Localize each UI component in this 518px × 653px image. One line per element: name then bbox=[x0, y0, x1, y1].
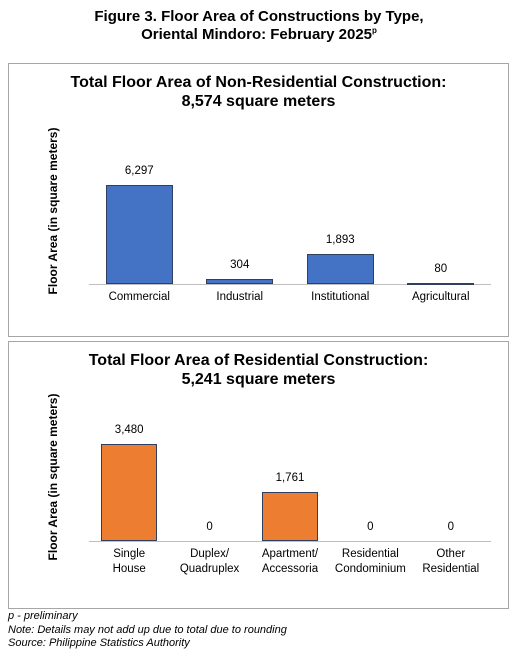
note: Source: Philippine Statistics Authority bbox=[8, 637, 190, 649]
bar bbox=[105, 185, 173, 284]
x-tick-label: Residential Condominium bbox=[334, 548, 406, 575]
bar bbox=[101, 444, 157, 541]
value-label: 0 bbox=[447, 521, 454, 533]
chart-panel: Total Floor Area of Residential Construc… bbox=[8, 341, 509, 609]
x-axis bbox=[89, 284, 491, 285]
note: Note: Details may not add up due to tota… bbox=[8, 624, 287, 636]
value-label: 3,480 bbox=[114, 424, 144, 437]
y-axis-label: Floor Area (in square meters) bbox=[46, 393, 60, 560]
value-label: 6,297 bbox=[124, 165, 154, 178]
chart-panel: Total Floor Area of Non-Residential Cons… bbox=[8, 63, 509, 337]
x-tick-label: Industrial bbox=[216, 291, 264, 303]
y-axis-label: Floor Area (in square meters) bbox=[46, 127, 60, 294]
chart-subtitle: 8,574 square meters bbox=[181, 93, 336, 110]
figure-title: Figure 3. Floor Area of Constructions by… bbox=[94, 8, 424, 25]
value-label: 1,761 bbox=[275, 472, 305, 485]
value-label: 0 bbox=[367, 521, 374, 533]
x-tick-label: Other Residential bbox=[422, 548, 480, 575]
chart-subtitle: 5,241 square meters bbox=[181, 371, 336, 388]
chart-title: Total Floor Area of Non-Residential Cons… bbox=[70, 74, 447, 91]
note: p - preliminary bbox=[8, 610, 78, 622]
bar bbox=[262, 492, 318, 541]
bar bbox=[306, 254, 374, 284]
value-label: 80 bbox=[434, 262, 448, 275]
x-tick-label: Duplex/ Quadruplex bbox=[179, 548, 240, 575]
bar bbox=[206, 279, 274, 284]
chart-title: Total Floor Area of Residential Construc… bbox=[88, 352, 429, 369]
bar bbox=[407, 282, 475, 285]
superscript: p bbox=[372, 26, 377, 35]
x-tick-label: Agricultural bbox=[411, 291, 470, 303]
figure-title: Oriental Mindoro: February 2025p bbox=[0, 26, 518, 43]
x-tick-label: Apartment/ Accessoria bbox=[261, 548, 319, 575]
x-tick-label: Institutional bbox=[311, 291, 370, 303]
value-label: 0 bbox=[206, 521, 213, 533]
value-label: 304 bbox=[230, 259, 250, 272]
figure-title-line: Oriental Mindoro: February 2025 bbox=[141, 26, 372, 43]
x-axis bbox=[89, 541, 491, 542]
x-tick-label: Single House bbox=[112, 548, 146, 575]
x-tick-label: Commercial bbox=[108, 291, 170, 303]
value-label: 1,893 bbox=[325, 234, 355, 247]
